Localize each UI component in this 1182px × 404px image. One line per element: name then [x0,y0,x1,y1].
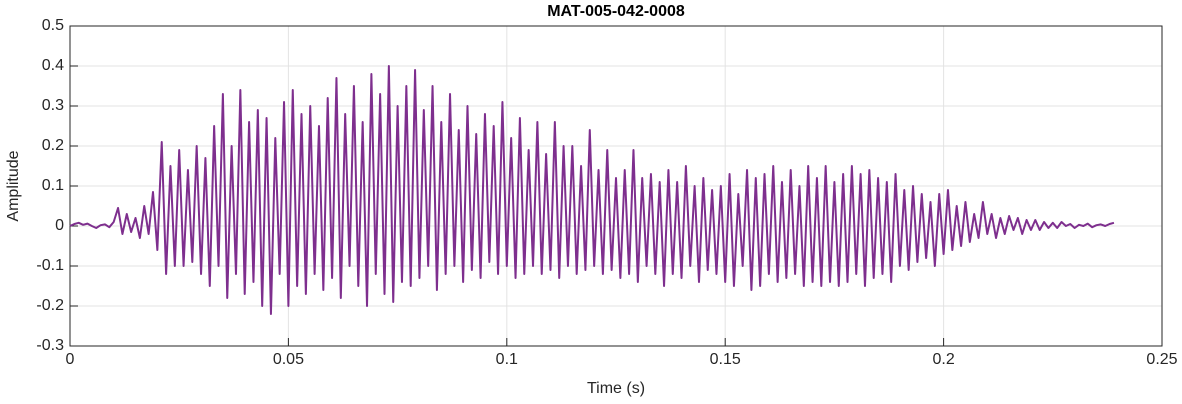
plot-frame [69,25,1163,347]
x-tick-label: 0.15 [710,351,741,368]
y-tick-label: 0.4 [42,57,64,74]
y-tick-label: 0.2 [42,137,64,154]
y-axis-label: Amplitude [5,150,22,221]
chart-title: MAT-005-042-0008 [547,3,685,20]
x-axis-label: Time (s) [587,380,645,397]
y-tick-label: -0.1 [36,257,64,274]
x-tick-label: 0 [66,351,75,368]
y-tick-label: 0 [55,217,64,234]
x-tick-label: 0.1 [496,351,518,368]
x-tick-label: 0.25 [1146,351,1177,368]
y-tick-label: 0.1 [42,177,64,194]
y-tick-label: -0.2 [36,297,64,314]
x-tick-label: 0.2 [932,351,954,368]
y-tick-label: -0.3 [36,337,64,354]
y-tick-label: 0.3 [42,97,64,114]
y-tick-label: 0.5 [42,17,64,34]
x-tick-label: 0.05 [273,351,304,368]
waveform-line [69,65,1115,315]
